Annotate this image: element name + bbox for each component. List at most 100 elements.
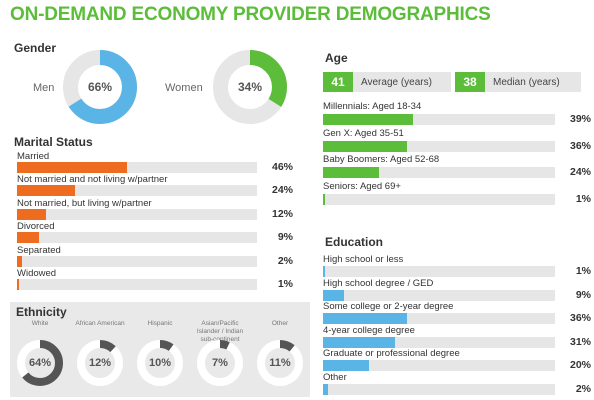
age-average-box: 41 Average (years): [323, 72, 451, 92]
gender-men-label: Men: [33, 82, 55, 94]
age-median-value: 38: [455, 72, 485, 92]
age-label: Gen X: Aged 35-51: [323, 127, 404, 139]
education-track: [323, 313, 555, 325]
marital-label: Not married, but living w/partner: [17, 197, 152, 209]
marital-bar: [17, 208, 46, 220]
ethnicity-item: Asian/Pacific Islander / Indian sub-cont…: [190, 320, 250, 386]
age-track: [323, 140, 555, 152]
gender-men-donut: 66%: [63, 50, 137, 124]
education-bar: [323, 289, 344, 301]
ethnicity-donut-chart: [197, 340, 243, 386]
gender-women-label: Women: [165, 82, 203, 94]
gender-women-donut: 34%: [213, 50, 287, 124]
education-track: [323, 336, 555, 348]
education-label: High school degree / GED: [323, 277, 434, 289]
ethnicity-donut-chart: [77, 340, 123, 386]
marital-row: Married 46%: [17, 151, 297, 174]
ethnicity-item: White 64%: [10, 320, 70, 386]
marital-bar: [17, 162, 128, 173]
marital-row: Not married and not living w/partner 24%: [17, 174, 297, 197]
age-value: 24%: [569, 166, 591, 178]
age-value: 1%: [575, 192, 591, 205]
marital-row: Not married, but living w/partner 12%: [17, 198, 297, 221]
education-row: High school degree / GED 9%: [323, 278, 594, 302]
marital-value: 2%: [277, 254, 293, 267]
marital-bar: [17, 255, 22, 267]
education-value: 2%: [575, 383, 591, 395]
marital-value: 46%: [271, 161, 293, 173]
ethnicity-label: African American: [75, 320, 125, 327]
ethnicity-item: Other 11%: [250, 320, 310, 386]
ethnicity-value: 10%: [148, 357, 172, 369]
education-row: High school or less 1%: [323, 254, 594, 278]
age-average-value: 41: [323, 72, 353, 92]
education-row: Graduate or professional degree 20%: [323, 348, 594, 372]
marital-label: Not married and not living w/partner: [17, 174, 168, 186]
page-title: ON-DEMAND ECONOMY PROVIDER DEMOGRAPHICS: [10, 4, 491, 25]
ethnicity-slice: [17, 340, 63, 386]
marital-value: 12%: [271, 207, 293, 220]
gender-women-chart: [213, 50, 287, 124]
education-value: 1%: [575, 265, 591, 277]
age-heading: Age: [325, 51, 348, 65]
marital-bar: [17, 232, 39, 244]
marital-track: [17, 208, 257, 220]
education-bar: [323, 384, 328, 395]
marital-label: Widowed: [17, 268, 57, 279]
education-value: 36%: [569, 312, 591, 325]
marital-bar: [17, 185, 75, 197]
marital-value: 1%: [277, 278, 293, 290]
marital-label: Married: [17, 151, 50, 162]
ethnicity-slice: [197, 340, 243, 386]
education-track: [323, 360, 555, 372]
ethnicity-value: 11%: [269, 357, 291, 369]
age-track: [323, 193, 555, 205]
ethnicity-donut: 12%: [77, 340, 123, 386]
age-bar: [323, 114, 414, 125]
marital-value: 9%: [277, 231, 293, 244]
education-track: [323, 384, 555, 395]
age-bar: [323, 167, 379, 178]
age-median-box: 38 Median (years): [455, 72, 581, 92]
age-bar: [323, 140, 407, 152]
marital-label: Separated: [17, 244, 61, 256]
education-label: Some college or 2-year degree: [323, 301, 454, 313]
education-bar: [323, 336, 395, 348]
age-row: Baby Boomers: Aged 52-68 24%: [323, 154, 594, 181]
gender-women-slice: [213, 50, 287, 124]
age-bar: [323, 193, 326, 205]
ethnicity-value: 12%: [88, 357, 112, 369]
gender-heading: Gender: [14, 41, 57, 55]
marital-row: Separated 2%: [17, 245, 297, 268]
education-bar: [323, 360, 370, 372]
age-median-label: Median (years): [485, 72, 581, 92]
age-row: Millennials: Aged 18-34 39%: [323, 101, 594, 128]
marital-track: [17, 162, 257, 173]
ethnicity-donut-chart: [137, 340, 183, 386]
ethnicity-label: Hispanic: [147, 320, 173, 327]
ethnicity-label: Other: [271, 320, 289, 327]
education-heading: Education: [325, 235, 384, 249]
age-label: Seniors: Aged 69+: [323, 180, 401, 192]
age-label: Millennials: Aged 18-34: [323, 101, 422, 112]
ethnicity-donut-chart: [17, 340, 63, 386]
ethnicity-donut: 64%: [17, 340, 63, 386]
ethnicity-label: White: [31, 320, 49, 327]
marital-label: Divorced: [17, 221, 55, 233]
education-label: Other: [323, 372, 347, 383]
ethnicity-slice: [77, 340, 123, 386]
education-value: 31%: [569, 335, 591, 348]
marital-bar: [17, 279, 20, 290]
ethnicity-value: 7%: [212, 357, 228, 369]
age-track: [323, 114, 555, 125]
age-average-label: Average (years): [353, 72, 451, 92]
education-label: 4-year college degree: [323, 324, 415, 336]
ethnicity-item: African American 12%: [70, 320, 130, 386]
age-value: 36%: [569, 139, 591, 152]
education-value: 9%: [575, 288, 591, 301]
education-bar: [323, 313, 407, 325]
education-label: Graduate or professional degree: [323, 348, 460, 360]
education-label: High school or less: [323, 254, 404, 265]
education-track: [323, 289, 555, 301]
education-bar: [323, 266, 326, 277]
